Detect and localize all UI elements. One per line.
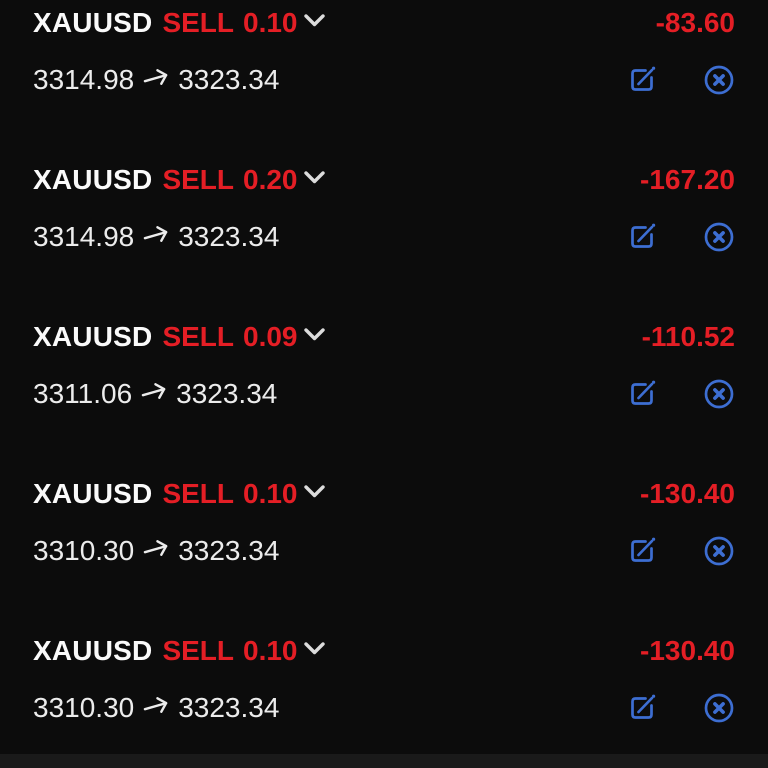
close-position-button[interactable]: [703, 692, 735, 724]
arrow-right-icon: [142, 224, 170, 246]
edit-position-button[interactable]: [627, 693, 657, 723]
current-price: 3323.34: [178, 692, 280, 723]
open-price: 3310.30: [33, 535, 135, 566]
edit-position-button[interactable]: [627, 65, 657, 95]
profit-loss-value: -130.40: [640, 635, 735, 666]
chevron-down-icon[interactable]: [303, 13, 325, 27]
open-price: 3314.98: [33, 221, 135, 252]
close-position-button[interactable]: [703, 221, 735, 253]
current-price: 3323.34: [178, 64, 280, 95]
open-price: 3311.06: [33, 378, 133, 409]
side-label: SELL: [162, 635, 234, 666]
position-row: XAUUSD SELL 0.09 -110.52 3311.06 3323.34: [0, 314, 768, 471]
volume-label: 0.10: [243, 635, 298, 666]
arrow-right-icon: [140, 381, 168, 403]
profit-loss-value: -83.60: [655, 7, 735, 38]
volume-label: 0.20: [243, 164, 298, 195]
price-range: 3314.98 3323.34: [33, 64, 279, 96]
current-price: 3323.34: [178, 535, 280, 566]
position-row: XAUUSD SELL 0.10 -83.60 3314.98 3323.34: [0, 0, 768, 157]
symbol-label: XAUUSD: [33, 7, 153, 38]
chevron-down-icon[interactable]: [303, 170, 325, 184]
position-row: XAUUSD SELL 0.20 -167.20 3314.98 3323.34: [0, 157, 768, 314]
chevron-down-icon[interactable]: [303, 641, 325, 655]
profit-loss-value: -167.20: [640, 164, 735, 195]
close-position-button[interactable]: [703, 535, 735, 567]
price-range: 3311.06 3323.34: [33, 378, 277, 410]
symbol-label: XAUUSD: [33, 478, 153, 509]
price-range: 3310.30 3323.34: [33, 692, 279, 724]
edit-position-button[interactable]: [627, 222, 657, 252]
arrow-right-icon: [142, 538, 170, 560]
arrow-right-icon: [142, 67, 170, 89]
open-price: 3310.30: [33, 692, 135, 723]
symbol-label: XAUUSD: [33, 635, 153, 666]
edit-position-button[interactable]: [627, 536, 657, 566]
profit-loss-value: -110.52: [641, 321, 735, 352]
price-range: 3310.30 3323.34: [33, 535, 279, 567]
position-row: XAUUSD SELL 0.10 -130.40 3310.30 3323.34: [0, 471, 768, 628]
profit-loss-value: -130.40: [640, 478, 735, 509]
current-price: 3323.34: [178, 221, 280, 252]
symbol-label: XAUUSD: [33, 321, 153, 352]
volume-label: 0.09: [243, 321, 298, 352]
chevron-down-icon[interactable]: [303, 327, 325, 341]
current-price: 3323.34: [176, 378, 278, 409]
side-label: SELL: [162, 321, 234, 352]
side-label: SELL: [162, 478, 234, 509]
close-position-button[interactable]: [703, 378, 735, 410]
next-row-edge: [0, 754, 768, 768]
edit-position-button[interactable]: [627, 379, 657, 409]
side-label: SELL: [162, 7, 234, 38]
symbol-label: XAUUSD: [33, 164, 153, 195]
chevron-down-icon[interactable]: [303, 484, 325, 498]
price-range: 3314.98 3323.34: [33, 221, 279, 253]
volume-label: 0.10: [243, 7, 298, 38]
open-price: 3314.98: [33, 64, 135, 95]
close-position-button[interactable]: [703, 64, 735, 96]
side-label: SELL: [162, 164, 234, 195]
volume-label: 0.10: [243, 478, 298, 509]
arrow-right-icon: [142, 695, 170, 717]
position-row: XAUUSD SELL 0.10 -130.40 3310.30 3323.34: [0, 628, 768, 768]
